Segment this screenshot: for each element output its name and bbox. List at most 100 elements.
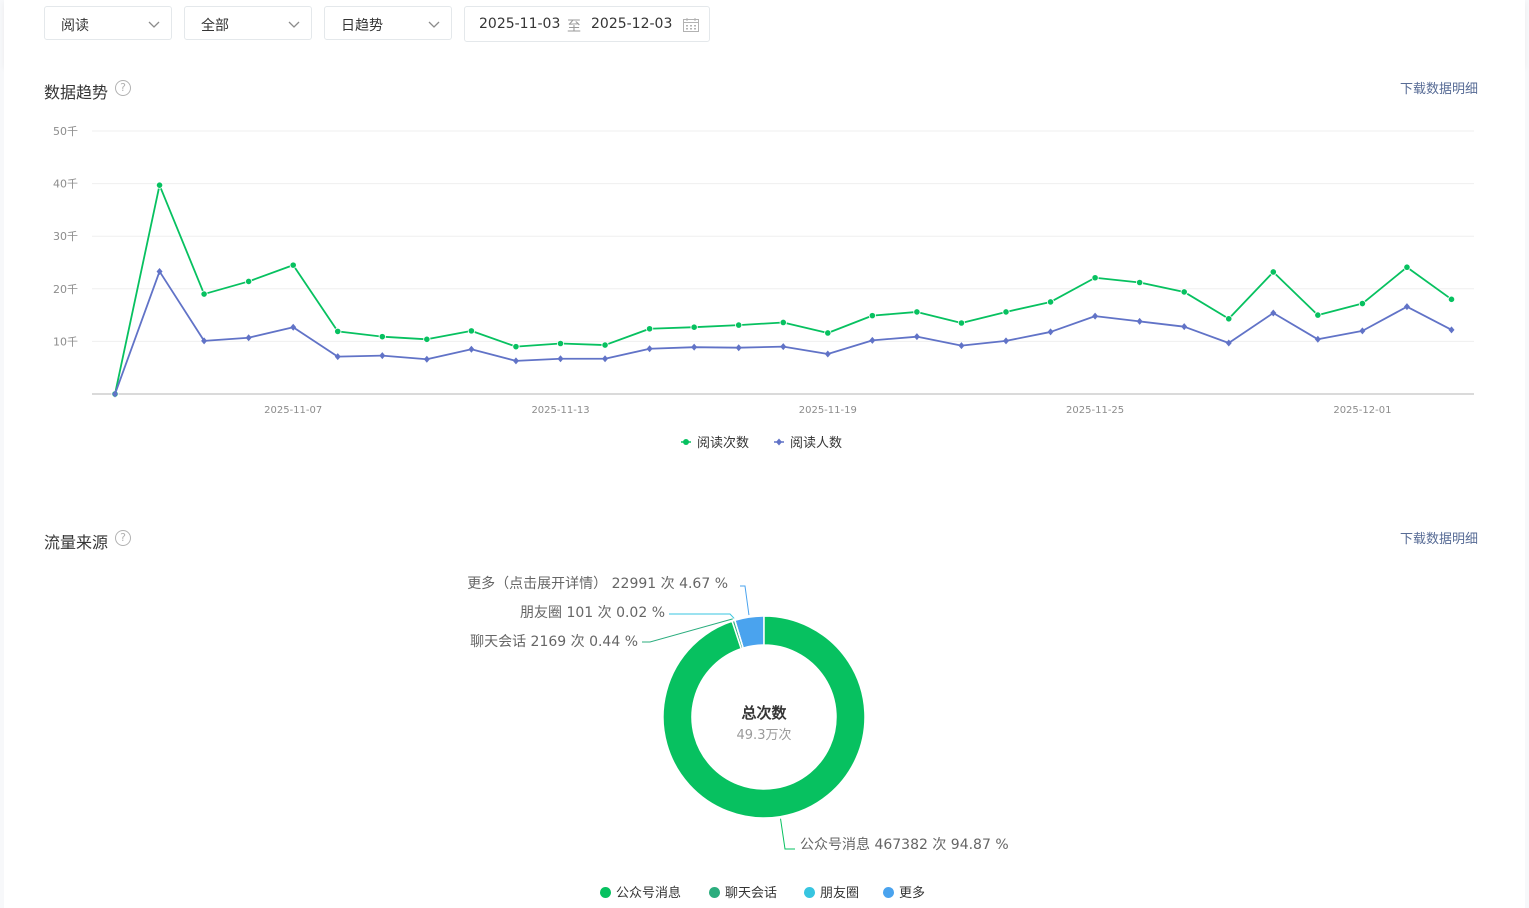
source-download-link[interactable]: 下载数据明细 bbox=[1400, 532, 1479, 547]
data-point[interactable] bbox=[200, 290, 208, 298]
data-point[interactable] bbox=[1225, 315, 1233, 323]
data-point[interactable] bbox=[156, 267, 163, 275]
y-tick-label: 50千 bbox=[53, 125, 78, 138]
data-point[interactable] bbox=[155, 181, 164, 189]
donut-slice-0[interactable] bbox=[662, 615, 866, 819]
data-point[interactable] bbox=[1136, 317, 1143, 325]
help-icon[interactable]: ? bbox=[115, 530, 131, 546]
data-point[interactable] bbox=[1403, 303, 1410, 311]
date-start[interactable]: 2025-11-03 bbox=[479, 16, 561, 32]
data-point[interactable] bbox=[1270, 309, 1277, 317]
metric-dropdown[interactable]: 阅读 bbox=[44, 6, 172, 40]
data-point[interactable] bbox=[556, 339, 565, 348]
data-point[interactable] bbox=[1225, 339, 1232, 347]
series-line-1 bbox=[114, 270, 1452, 395]
data-point[interactable] bbox=[467, 327, 475, 335]
data-point[interactable] bbox=[423, 335, 431, 343]
data-point[interactable] bbox=[1358, 299, 1367, 308]
calendar-icon[interactable] bbox=[683, 18, 699, 32]
data-point[interactable] bbox=[201, 337, 208, 345]
slice-label-more[interactable]: 更多（点击展开详情） 22991 次 4.67 % bbox=[467, 575, 728, 592]
data-point[interactable] bbox=[112, 390, 118, 398]
data-point[interactable] bbox=[1403, 263, 1411, 271]
data-point[interactable] bbox=[1448, 326, 1455, 334]
series-line-0 bbox=[114, 184, 1453, 395]
data-point[interactable] bbox=[868, 312, 876, 320]
data-point[interactable] bbox=[602, 355, 609, 363]
slice-label-main: 公众号消息 467382 次 94.87 % bbox=[800, 836, 1009, 853]
data-point[interactable] bbox=[1314, 335, 1321, 343]
data-point[interactable] bbox=[957, 319, 966, 327]
legend-label[interactable]: 阅读次数 bbox=[697, 435, 749, 451]
data-point[interactable] bbox=[1359, 327, 1366, 335]
data-point[interactable] bbox=[779, 318, 787, 327]
data-point[interactable] bbox=[690, 323, 698, 331]
data-point[interactable] bbox=[423, 355, 430, 363]
pie-legend-item[interactable]: 公众号消息 bbox=[600, 882, 682, 901]
data-point[interactable] bbox=[735, 321, 743, 329]
y-tick-label: 10千 bbox=[53, 335, 78, 348]
x-tick-label: 2025-11-19 bbox=[799, 405, 857, 416]
data-point[interactable] bbox=[1047, 328, 1054, 336]
data-point[interactable] bbox=[245, 334, 252, 342]
data-point[interactable] bbox=[1046, 298, 1055, 306]
data-point[interactable] bbox=[1092, 312, 1099, 320]
leader-line bbox=[642, 618, 733, 643]
data-point[interactable] bbox=[735, 344, 742, 352]
y-tick-label: 30千 bbox=[53, 230, 78, 243]
data-point[interactable] bbox=[869, 336, 876, 344]
data-point[interactable] bbox=[913, 308, 921, 316]
date-separator: 至 bbox=[567, 19, 581, 35]
chevron-down-icon bbox=[288, 21, 300, 28]
data-point[interactable] bbox=[913, 333, 920, 341]
data-point[interactable] bbox=[1314, 311, 1322, 319]
trend-download-link[interactable]: 下载数据明细 bbox=[1400, 82, 1479, 97]
legend-label: 朋友圈 bbox=[820, 886, 860, 901]
data-point[interactable] bbox=[1091, 274, 1099, 282]
data-point[interactable] bbox=[290, 323, 297, 331]
data-point[interactable] bbox=[691, 343, 698, 351]
data-point[interactable] bbox=[958, 342, 965, 350]
data-point[interactable] bbox=[289, 261, 297, 269]
data-point[interactable] bbox=[1003, 337, 1009, 345]
data-point[interactable] bbox=[1269, 268, 1277, 276]
help-icon[interactable]: ? bbox=[115, 80, 131, 96]
scope-dropdown[interactable]: 全部 bbox=[184, 6, 312, 40]
data-point[interactable] bbox=[1181, 323, 1188, 331]
date-range-picker[interactable]: 2025-11-03 至 2025-12-03 bbox=[464, 6, 710, 42]
data-point[interactable] bbox=[334, 327, 342, 336]
donut-center-title: 总次数 bbox=[741, 704, 787, 722]
date-end[interactable]: 2025-12-03 bbox=[591, 16, 673, 32]
data-point[interactable] bbox=[1136, 278, 1144, 287]
pie-legend-item[interactable]: 更多 bbox=[883, 882, 925, 901]
data-point[interactable] bbox=[601, 341, 609, 349]
data-point[interactable] bbox=[334, 353, 341, 361]
data-point[interactable] bbox=[1002, 308, 1010, 316]
data-point[interactable] bbox=[512, 343, 520, 351]
y-tick-label: 20千 bbox=[53, 283, 78, 296]
data-point[interactable] bbox=[824, 329, 832, 337]
data-point[interactable] bbox=[645, 325, 654, 333]
data-point[interactable] bbox=[379, 352, 386, 360]
data-point[interactable] bbox=[824, 350, 831, 358]
x-tick-label: 2025-11-13 bbox=[531, 405, 589, 416]
data-point[interactable] bbox=[557, 355, 564, 363]
granularity-dropdown[interactable]: 日趋势 bbox=[324, 6, 452, 40]
pie-legend-item[interactable]: 聊天会话 bbox=[709, 882, 778, 901]
legend-label[interactable]: 阅读人数 bbox=[790, 436, 842, 451]
metric-dropdown-label: 阅读 bbox=[61, 18, 89, 34]
legend-label: 聊天会话 bbox=[725, 886, 778, 901]
pie-legend-item[interactable]: 朋友圈 bbox=[804, 882, 860, 901]
data-point[interactable] bbox=[512, 357, 519, 365]
data-point[interactable] bbox=[780, 343, 787, 351]
legend-dot bbox=[709, 887, 720, 898]
legend-marker bbox=[683, 439, 689, 445]
data-point[interactable] bbox=[468, 345, 475, 353]
legend-label: 公众号消息 bbox=[616, 886, 682, 901]
slice-label-chat: 聊天会话 2169 次 0.44 % bbox=[470, 634, 638, 650]
data-point[interactable] bbox=[646, 345, 653, 353]
data-point[interactable] bbox=[1447, 295, 1456, 303]
data-point[interactable] bbox=[245, 277, 253, 286]
data-point[interactable] bbox=[1180, 288, 1188, 296]
data-point[interactable] bbox=[378, 333, 386, 341]
